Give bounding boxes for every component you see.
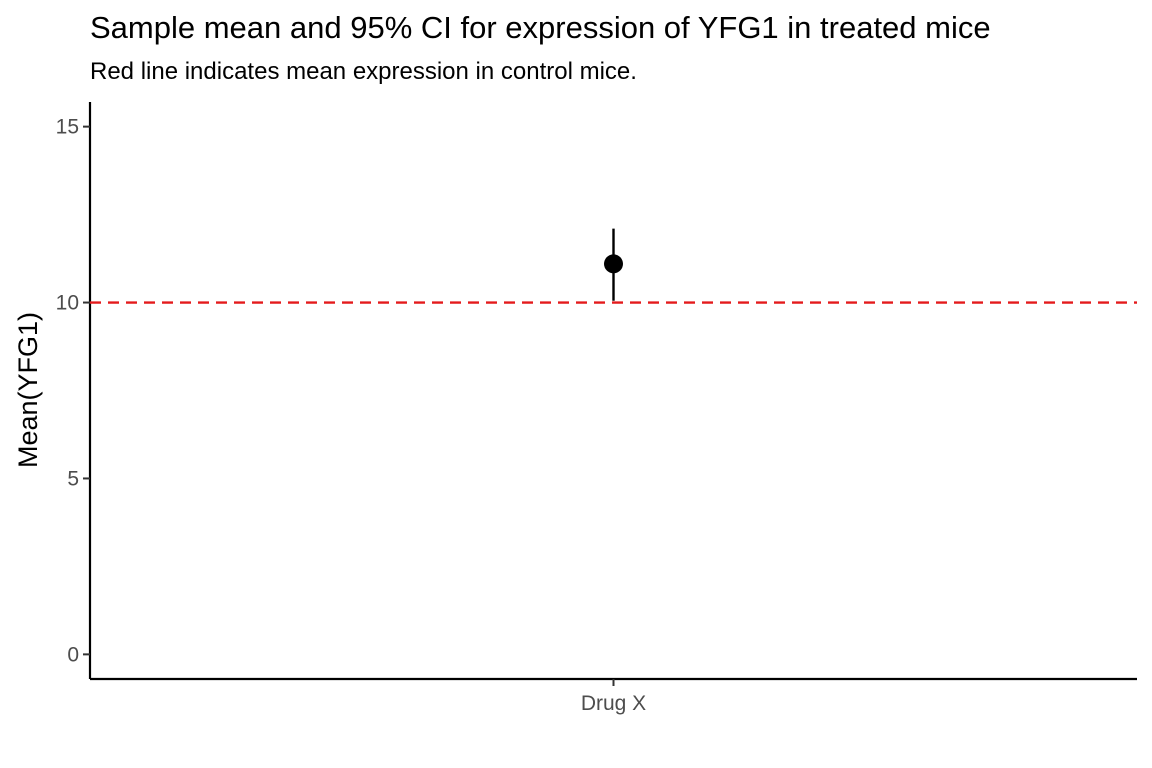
mean-point	[604, 254, 623, 274]
x-tick-label: Drug X	[581, 692, 646, 715]
y-tick-label: 10	[56, 292, 79, 315]
y-tick-label: 5	[67, 467, 79, 490]
plot-area: 0 5 10 15 Drug X	[56, 102, 1137, 715]
chart-subtitle: Red line indicates mean expression in co…	[90, 58, 637, 85]
y-axis-title: Mean(YFG1)	[13, 312, 43, 468]
y-tick-label: 15	[56, 116, 79, 139]
y-tick-label: 0	[67, 643, 79, 666]
chart-title: Sample mean and 95% CI for expression of…	[90, 10, 991, 45]
